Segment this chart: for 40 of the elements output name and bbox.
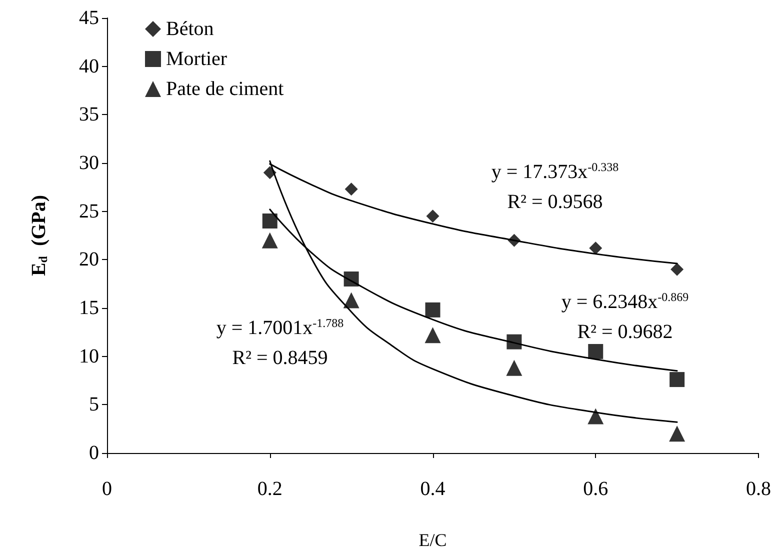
point [588, 408, 604, 424]
y-tick-label: 25 [79, 200, 99, 222]
annotation: R² = 0.9568 [507, 191, 603, 213]
legend-label: Mortier [166, 48, 228, 70]
y-tick-label: 0 [89, 442, 99, 464]
point [424, 327, 441, 344]
point [344, 272, 359, 286]
point [589, 242, 602, 255]
legend-label: Pate de ciment [166, 78, 284, 100]
x-axis-title: E/C [418, 530, 447, 550]
y-tick-label: 15 [79, 297, 99, 319]
point [262, 214, 278, 228]
point [506, 360, 522, 376]
y-tick-label: 35 [79, 104, 99, 126]
point [508, 234, 521, 247]
point [588, 344, 604, 359]
point [669, 426, 686, 442]
y-tick-label: 45 [79, 7, 99, 29]
annotation: R² = 0.9682 [577, 321, 673, 343]
y-tick-label: 10 [79, 345, 99, 368]
annotation: R² = 0.8459 [232, 347, 328, 369]
y-tick-label: 20 [79, 248, 99, 271]
point [506, 334, 522, 350]
point [344, 182, 358, 196]
legend-label: Béton [166, 18, 214, 40]
y-tick-label: 5 [89, 394, 99, 416]
point [670, 372, 685, 388]
y-tick-label: 40 [79, 55, 99, 78]
point [262, 232, 278, 248]
x-tick-label: 0.4 [420, 478, 446, 500]
x-tick-label: 0.6 [583, 478, 608, 500]
y-axis-title: Ed (GPa) [28, 194, 50, 276]
point [670, 262, 684, 276]
x-tick-label: 0.2 [257, 478, 282, 500]
x-tick-label: 0.8 [746, 478, 771, 500]
point [263, 166, 276, 180]
point [426, 210, 440, 223]
point [343, 292, 360, 308]
point [425, 302, 440, 318]
y-tick-label: 30 [79, 152, 99, 174]
